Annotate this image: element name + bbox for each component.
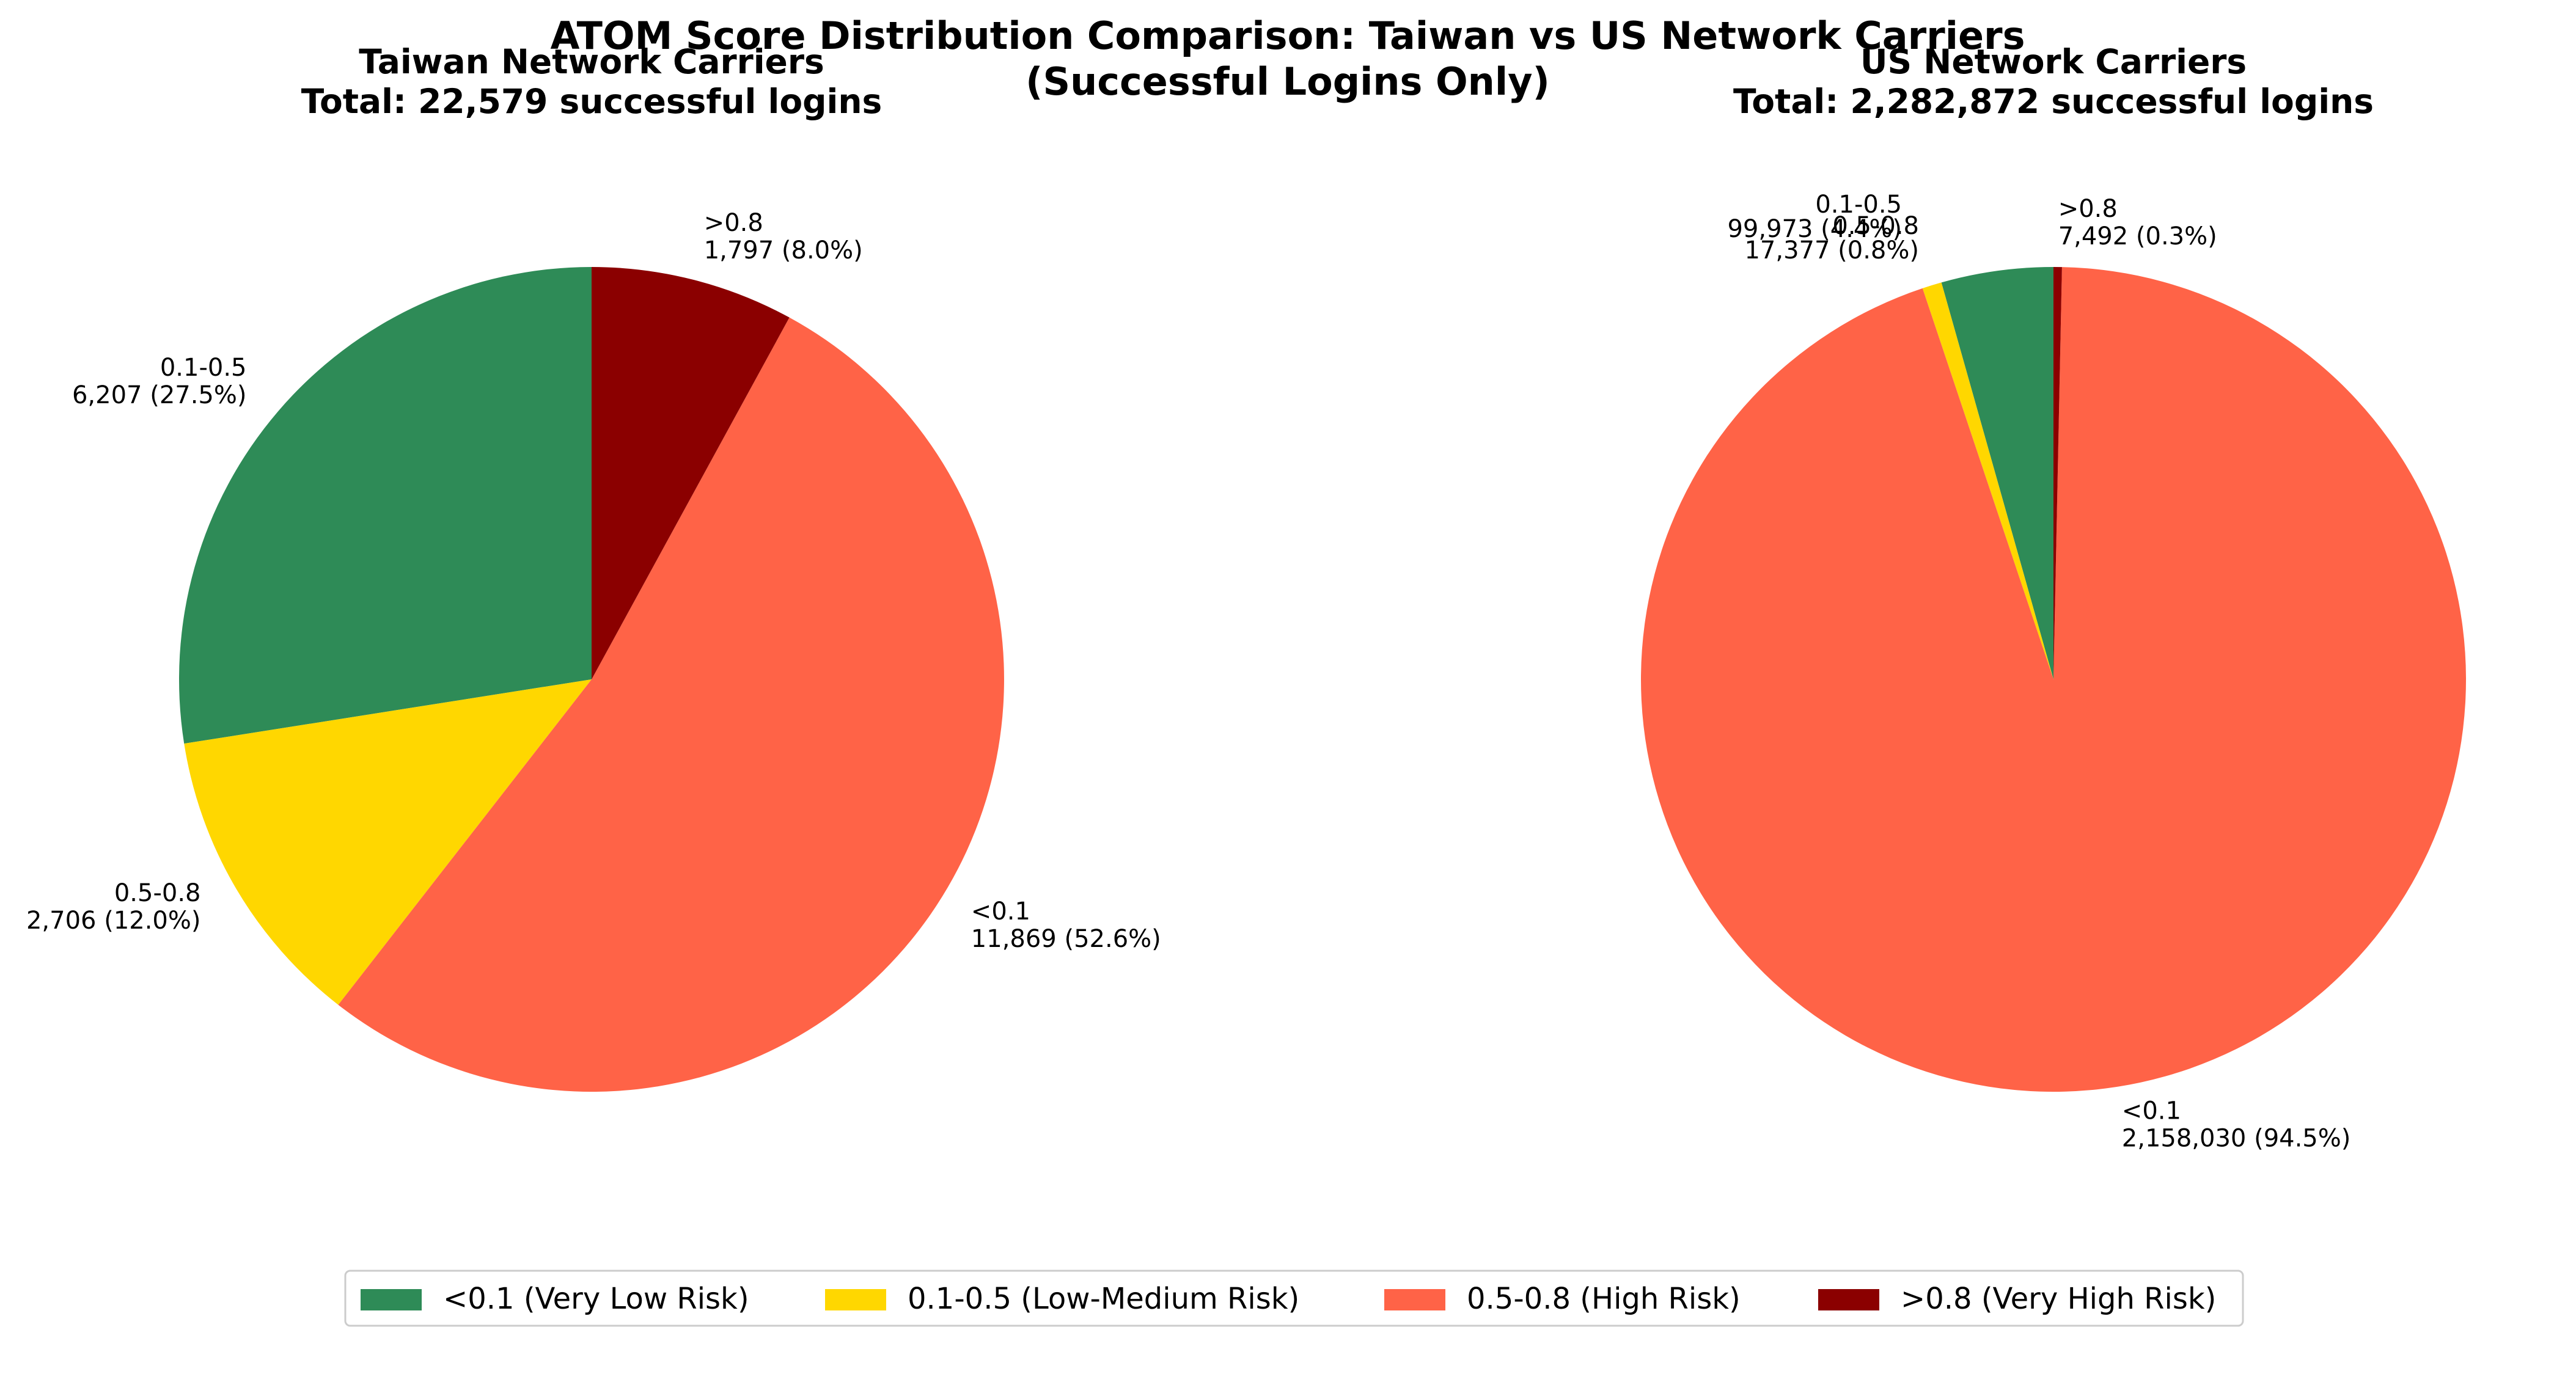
slice-label: <0.1 2,158,030 (94.5%) <box>2122 1097 2351 1153</box>
pie-slices-taiwan <box>179 267 1004 1092</box>
legend-swatch <box>361 1289 422 1310</box>
figure-title-line1: ATOM Score Distribution Comparison: Taiw… <box>550 13 2025 58</box>
slice-label: >0.8 7,492 (0.3%) <box>2058 195 2217 250</box>
slice-label: 0.5-0.8 17,377 (0.8%) <box>1744 212 1919 265</box>
pie-labels-us: 0.1-0.5 99,973 (4.4%)0.5-0.8 17,377 (0.8%)… <box>1727 191 2350 1153</box>
pie-slices-us <box>1641 266 2467 1092</box>
pie-slice <box>179 267 592 744</box>
slice-label: 0.1-0.5 6,207 (27.5%) <box>72 354 247 409</box>
pie-slice <box>1922 282 2053 679</box>
legend-label: 0.1-0.5 (Low-Medium Risk) <box>908 1282 1299 1316</box>
pie-title-taiwan: Taiwan Network Carriers <box>359 42 824 81</box>
legend-label: <0.1 (Very Low Risk) <box>443 1282 749 1316</box>
slice-label: 0.5-0.8 2,706 (12.0%) <box>26 879 201 935</box>
slice-label: <0.1 11,869 (52.6%) <box>971 897 1161 953</box>
slice-label: 0.1-0.5 99,973 (4.4%) <box>1727 191 1902 243</box>
pie-subtitle-taiwan: Total: 22,579 successful logins <box>301 82 883 121</box>
legend-swatch <box>1384 1289 1445 1310</box>
pie-labels-taiwan: 0.1-0.5 6,207 (27.5%) 0.5-0.8 2,706 (12.0%)… <box>26 209 1161 953</box>
legend-label: >0.8 (Very High Risk) <box>1901 1282 2216 1316</box>
legend-frame <box>344 1270 2244 1327</box>
pie-title-us: US Network Carriers <box>1860 42 2247 81</box>
pie-slice <box>184 679 592 1005</box>
pie-chart-us: US Network Carriers Total: 2,282,872 suc… <box>1641 42 2467 1153</box>
pie-slice <box>2053 266 2062 679</box>
slice-label: >0.8 1,797 (8.0%) <box>704 209 863 265</box>
pie-subtitle-us: Total: 2,282,872 successful logins <box>1733 82 2374 121</box>
legend-label: 0.5-0.8 (High Risk) <box>1467 1282 1741 1316</box>
legend: <0.1 (Very Low Risk) 0.1-0.5 (Low-Medium … <box>344 1270 2244 1327</box>
pie-slice <box>1941 267 2053 679</box>
figure-title-line2: (Successful Logins Only) <box>1026 59 1550 104</box>
legend-swatch <box>825 1289 886 1310</box>
legend-swatch <box>1818 1289 1879 1310</box>
pie-chart-taiwan: Taiwan Network Carriers Total: 22,579 su… <box>26 42 1161 1092</box>
pie-slice <box>592 267 790 679</box>
pie-slice <box>1641 267 2467 1092</box>
pie-slice <box>338 317 1004 1092</box>
